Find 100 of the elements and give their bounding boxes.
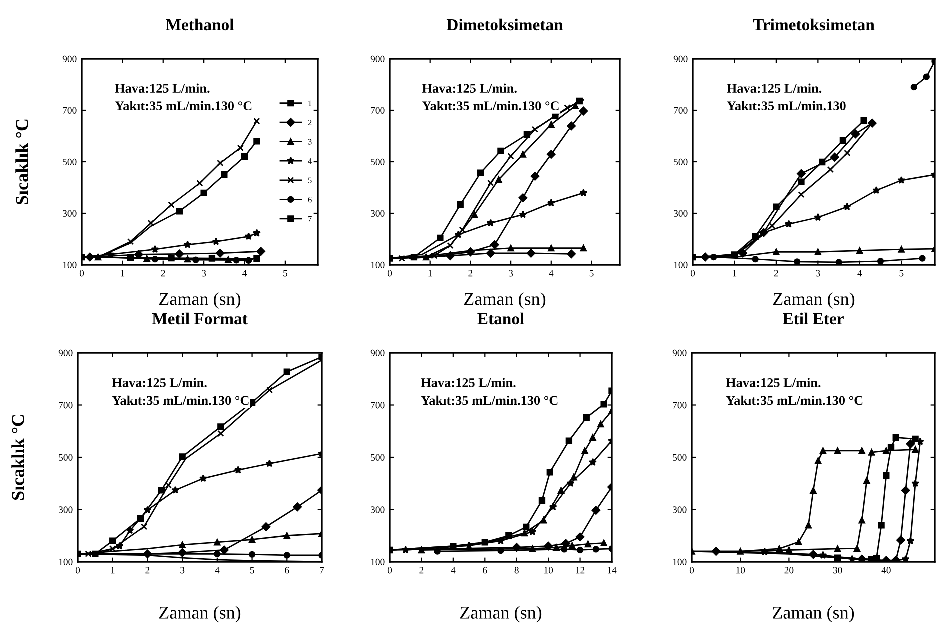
x-axis-title: Zaman (sn)	[160, 606, 241, 623]
x-tick-label: 0	[76, 567, 80, 574]
x-tick-label: 10	[544, 567, 554, 574]
annotation: Yakıt:35 mL/min.130 °C	[112, 396, 249, 406]
chart-title: Trimetoksimetan	[753, 18, 875, 31]
y-tick-label: 700	[674, 107, 688, 114]
x-tick-label: 6	[483, 567, 488, 574]
y-tick-label: 300	[371, 506, 385, 514]
x-tick-label: 8	[514, 567, 519, 574]
legend-label: 7	[308, 216, 312, 222]
annotation: Hava:125 L/min.	[421, 378, 516, 388]
chart-title: Etanol	[478, 312, 524, 325]
y-tick-label: 100	[371, 262, 385, 268]
x-tick-label: 0	[690, 270, 696, 277]
annotation: Hava:125 L/min.	[115, 84, 210, 94]
x-axis-title: Zaman (sn)	[464, 292, 546, 309]
x-tick-label: 1	[733, 270, 737, 277]
y-tick-label: 500	[371, 158, 385, 166]
y-tick-label: 700	[371, 402, 385, 409]
annotation: Yakıt:35 mL/min.130 °C	[726, 396, 863, 406]
x-tick-label: 20	[784, 567, 794, 574]
legend-label: 6	[308, 197, 312, 203]
x-tick-label: 5	[590, 270, 594, 277]
x-tick-label: 0	[388, 270, 392, 277]
x-tick-label: 7	[320, 567, 324, 574]
y-tick-label: 700	[59, 402, 73, 409]
x-tick-label: 40	[882, 567, 891, 574]
x-tick-label: 4	[858, 270, 862, 277]
y-tick-label: 900	[674, 56, 688, 62]
y-tick-label: 900	[370, 56, 385, 62]
x-tick-label: 12	[576, 567, 585, 574]
y-tick-label: 900	[370, 350, 385, 356]
x-tick-label: 3	[816, 270, 820, 277]
chart-title: Dimetoksimetan	[446, 18, 564, 31]
x-tick-label: 5	[250, 567, 254, 574]
y-tick-label: 500	[371, 454, 385, 461]
y-tick-label: 500	[673, 454, 687, 461]
y-tick-label: 100	[674, 262, 688, 268]
y-tick-label: 500	[63, 158, 77, 166]
y-tick-label: 300	[59, 506, 73, 514]
annotation: Hava:125 L/min.	[727, 84, 822, 94]
x-tick-label: 2	[420, 567, 424, 574]
x-tick-label: 3	[202, 270, 206, 277]
chart-title: Metil Format	[152, 312, 248, 325]
x-tick-label: 2	[468, 270, 473, 277]
y-tick-label: 700	[673, 402, 687, 409]
x-tick-label: 10	[736, 567, 746, 574]
annotation: Hava:125 L/min.	[422, 84, 517, 94]
x-tick-label: 4	[451, 567, 456, 574]
y-tick-label: 300	[63, 210, 77, 217]
x-tick-label: 1	[121, 270, 125, 277]
x-axis-title: Zaman (sn)	[773, 606, 854, 623]
legend-label: 3	[308, 139, 312, 145]
y-axis-title: Sıcaklık °C	[12, 415, 24, 500]
legend-label: 2	[308, 120, 312, 126]
annotation: Hava:125 L/min.	[112, 378, 207, 388]
annotation: Yakıt:35 mL/min.130 °C	[421, 396, 558, 406]
x-tick-label: 1	[111, 567, 115, 574]
annotation: Yakıt:35 mL/min.130	[727, 101, 846, 111]
y-tick-label: 700	[371, 107, 385, 114]
annotation: Yakıt:35 mL/min.130 °C	[422, 101, 559, 111]
chart-title: Methanol	[166, 18, 234, 31]
x-tick-label: 4	[242, 270, 248, 277]
annotation: Hava:125 L/min.	[726, 378, 821, 388]
x-axis-title: Zaman (sn)	[460, 606, 542, 623]
x-tick-label: 4	[549, 270, 554, 277]
y-tick-label: 100	[371, 558, 385, 566]
y-tick-label: 100	[673, 558, 687, 566]
x-axis-title: Zaman (sn)	[774, 292, 855, 309]
x-tick-label: 2	[161, 270, 166, 277]
y-tick-label: 300	[371, 210, 385, 217]
y-tick-label: 700	[63, 107, 77, 114]
x-tick-label: 4	[215, 567, 220, 574]
y-tick-label: 500	[59, 454, 73, 461]
legend-label: 1	[308, 100, 312, 106]
annotation: Yakıt:35 mL/min.130 °C	[115, 101, 252, 111]
y-tick-label: 900	[58, 350, 73, 356]
x-tick-label: 0	[690, 567, 694, 574]
legend-label: 4	[308, 158, 312, 164]
x-tick-label: 2	[146, 567, 150, 574]
x-tick-label: 30	[833, 567, 842, 574]
x-tick-label: 6	[285, 567, 290, 574]
y-tick-label: 100	[59, 558, 73, 566]
y-tick-label: 900	[62, 56, 77, 62]
x-tick-label: 1	[428, 270, 432, 277]
legend-label: 5	[308, 178, 312, 184]
y-tick-label: 500	[674, 158, 688, 166]
y-tick-label: 300	[674, 210, 688, 217]
y-tick-label: 900	[672, 350, 687, 356]
x-tick-label: 3	[180, 567, 185, 574]
y-tick-label: 300	[673, 506, 687, 514]
x-tick-label: 5	[900, 270, 904, 277]
x-tick-label: 5	[284, 270, 288, 277]
x-tick-label: 2	[774, 270, 778, 277]
x-axis-title: Zaman (sn)	[160, 292, 241, 309]
x-tick-label: 3	[509, 270, 514, 277]
chart-title: Etil Eter	[783, 312, 844, 325]
y-axis-title: Sıcaklık °C	[16, 120, 28, 205]
x-tick-label: 14	[608, 567, 617, 574]
y-tick-label: 100	[63, 262, 77, 268]
